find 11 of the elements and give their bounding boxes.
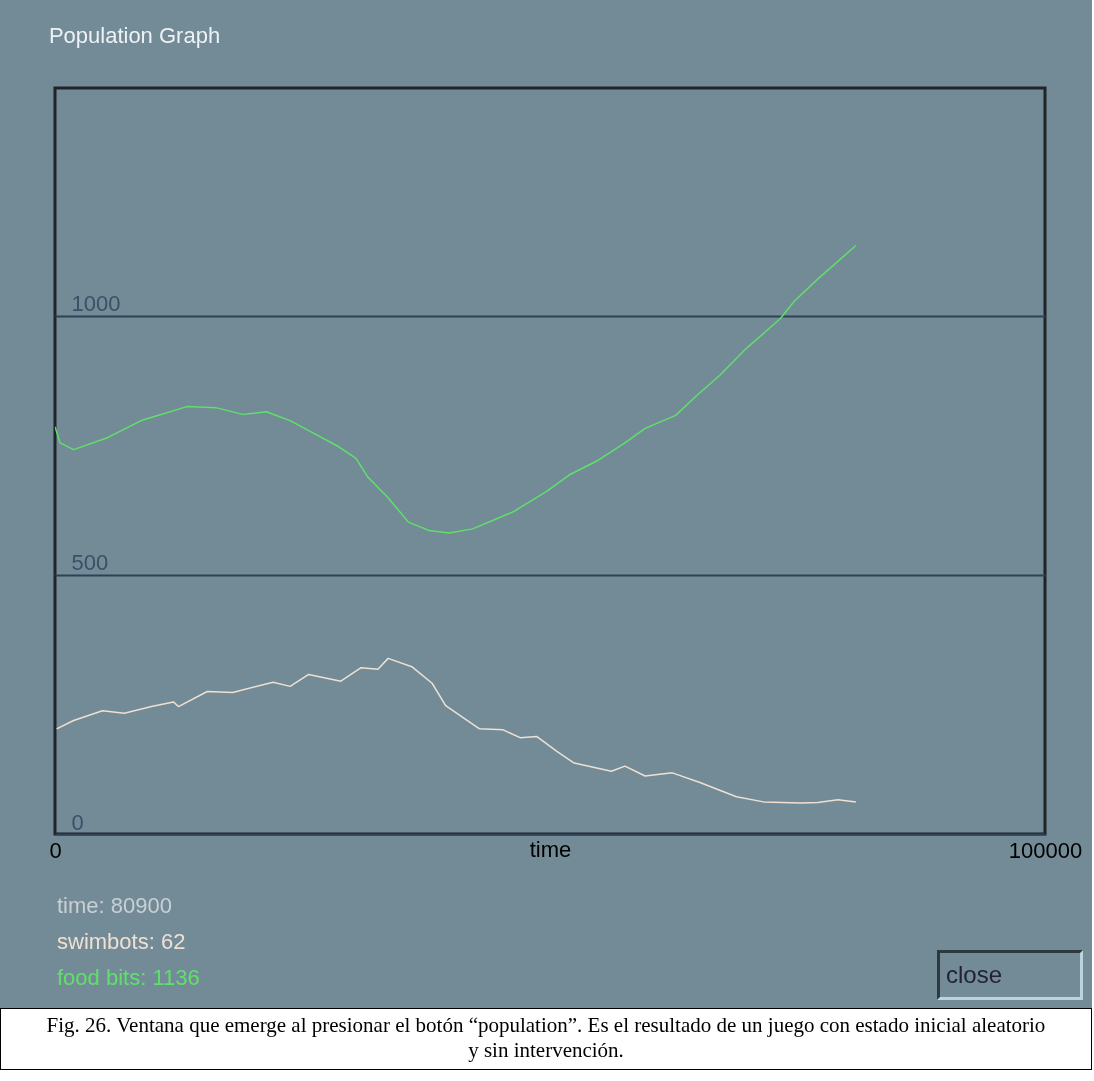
text: food bits: 1136 (57, 964, 200, 992)
y-tick-label: 1000 (71, 291, 121, 317)
text: swimbots: 62 (57, 928, 187, 956)
y-tick-label: 500 (71, 550, 109, 576)
text: time: 80900 (57, 892, 173, 920)
caption: Fig. 26. Ventana que emerge al presionar el botón “population”. Es el resultado de un juego con estado inicial aleatorio y sin intervención. (0, 1008, 1092, 1070)
x-tick-label: 100000 (1008, 837, 1083, 863)
y-tick-label: 0 (71, 809, 84, 835)
text: close (937, 950, 1083, 1000)
x-axis-title: time (529, 836, 572, 862)
chart-title: Population Graph (48, 23, 221, 48)
